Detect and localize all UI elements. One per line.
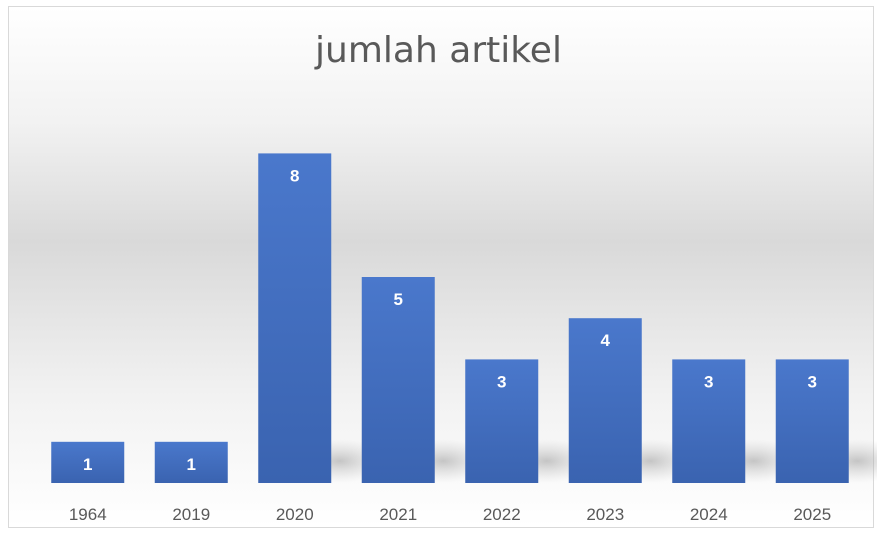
bar-2019[interactable] (154, 441, 228, 483)
x-tick-label-2020: 2020 (276, 505, 314, 524)
bar-2022[interactable] (465, 359, 539, 483)
bar-1964[interactable] (51, 441, 125, 483)
bar-2021[interactable] (361, 277, 435, 483)
x-tick-label-2022: 2022 (483, 505, 521, 524)
bar-2020[interactable] (258, 153, 332, 483)
bar-2024[interactable] (672, 359, 746, 483)
bar-2025[interactable] (775, 359, 849, 483)
data-label-2024: 3 (704, 372, 713, 391)
data-label-2021: 5 (394, 290, 403, 309)
x-tick-label-2019: 2019 (172, 505, 210, 524)
data-label-2025: 3 (808, 372, 817, 391)
data-label-2020: 8 (290, 166, 299, 185)
data-label-2022: 3 (497, 372, 506, 391)
x-tick-label-2023: 2023 (586, 505, 624, 524)
data-label-2023: 4 (601, 331, 611, 350)
data-label-1964: 1 (83, 455, 92, 474)
x-tick-label-2021: 2021 (379, 505, 417, 524)
bar-2023[interactable] (568, 318, 642, 483)
x-tick-label-2024: 2024 (690, 505, 728, 524)
data-label-2019: 1 (187, 455, 196, 474)
x-tick-label-2025: 2025 (793, 505, 831, 524)
x-tick-label-1964: 1964 (69, 505, 107, 524)
chart-title: jumlah artikel (315, 30, 562, 71)
